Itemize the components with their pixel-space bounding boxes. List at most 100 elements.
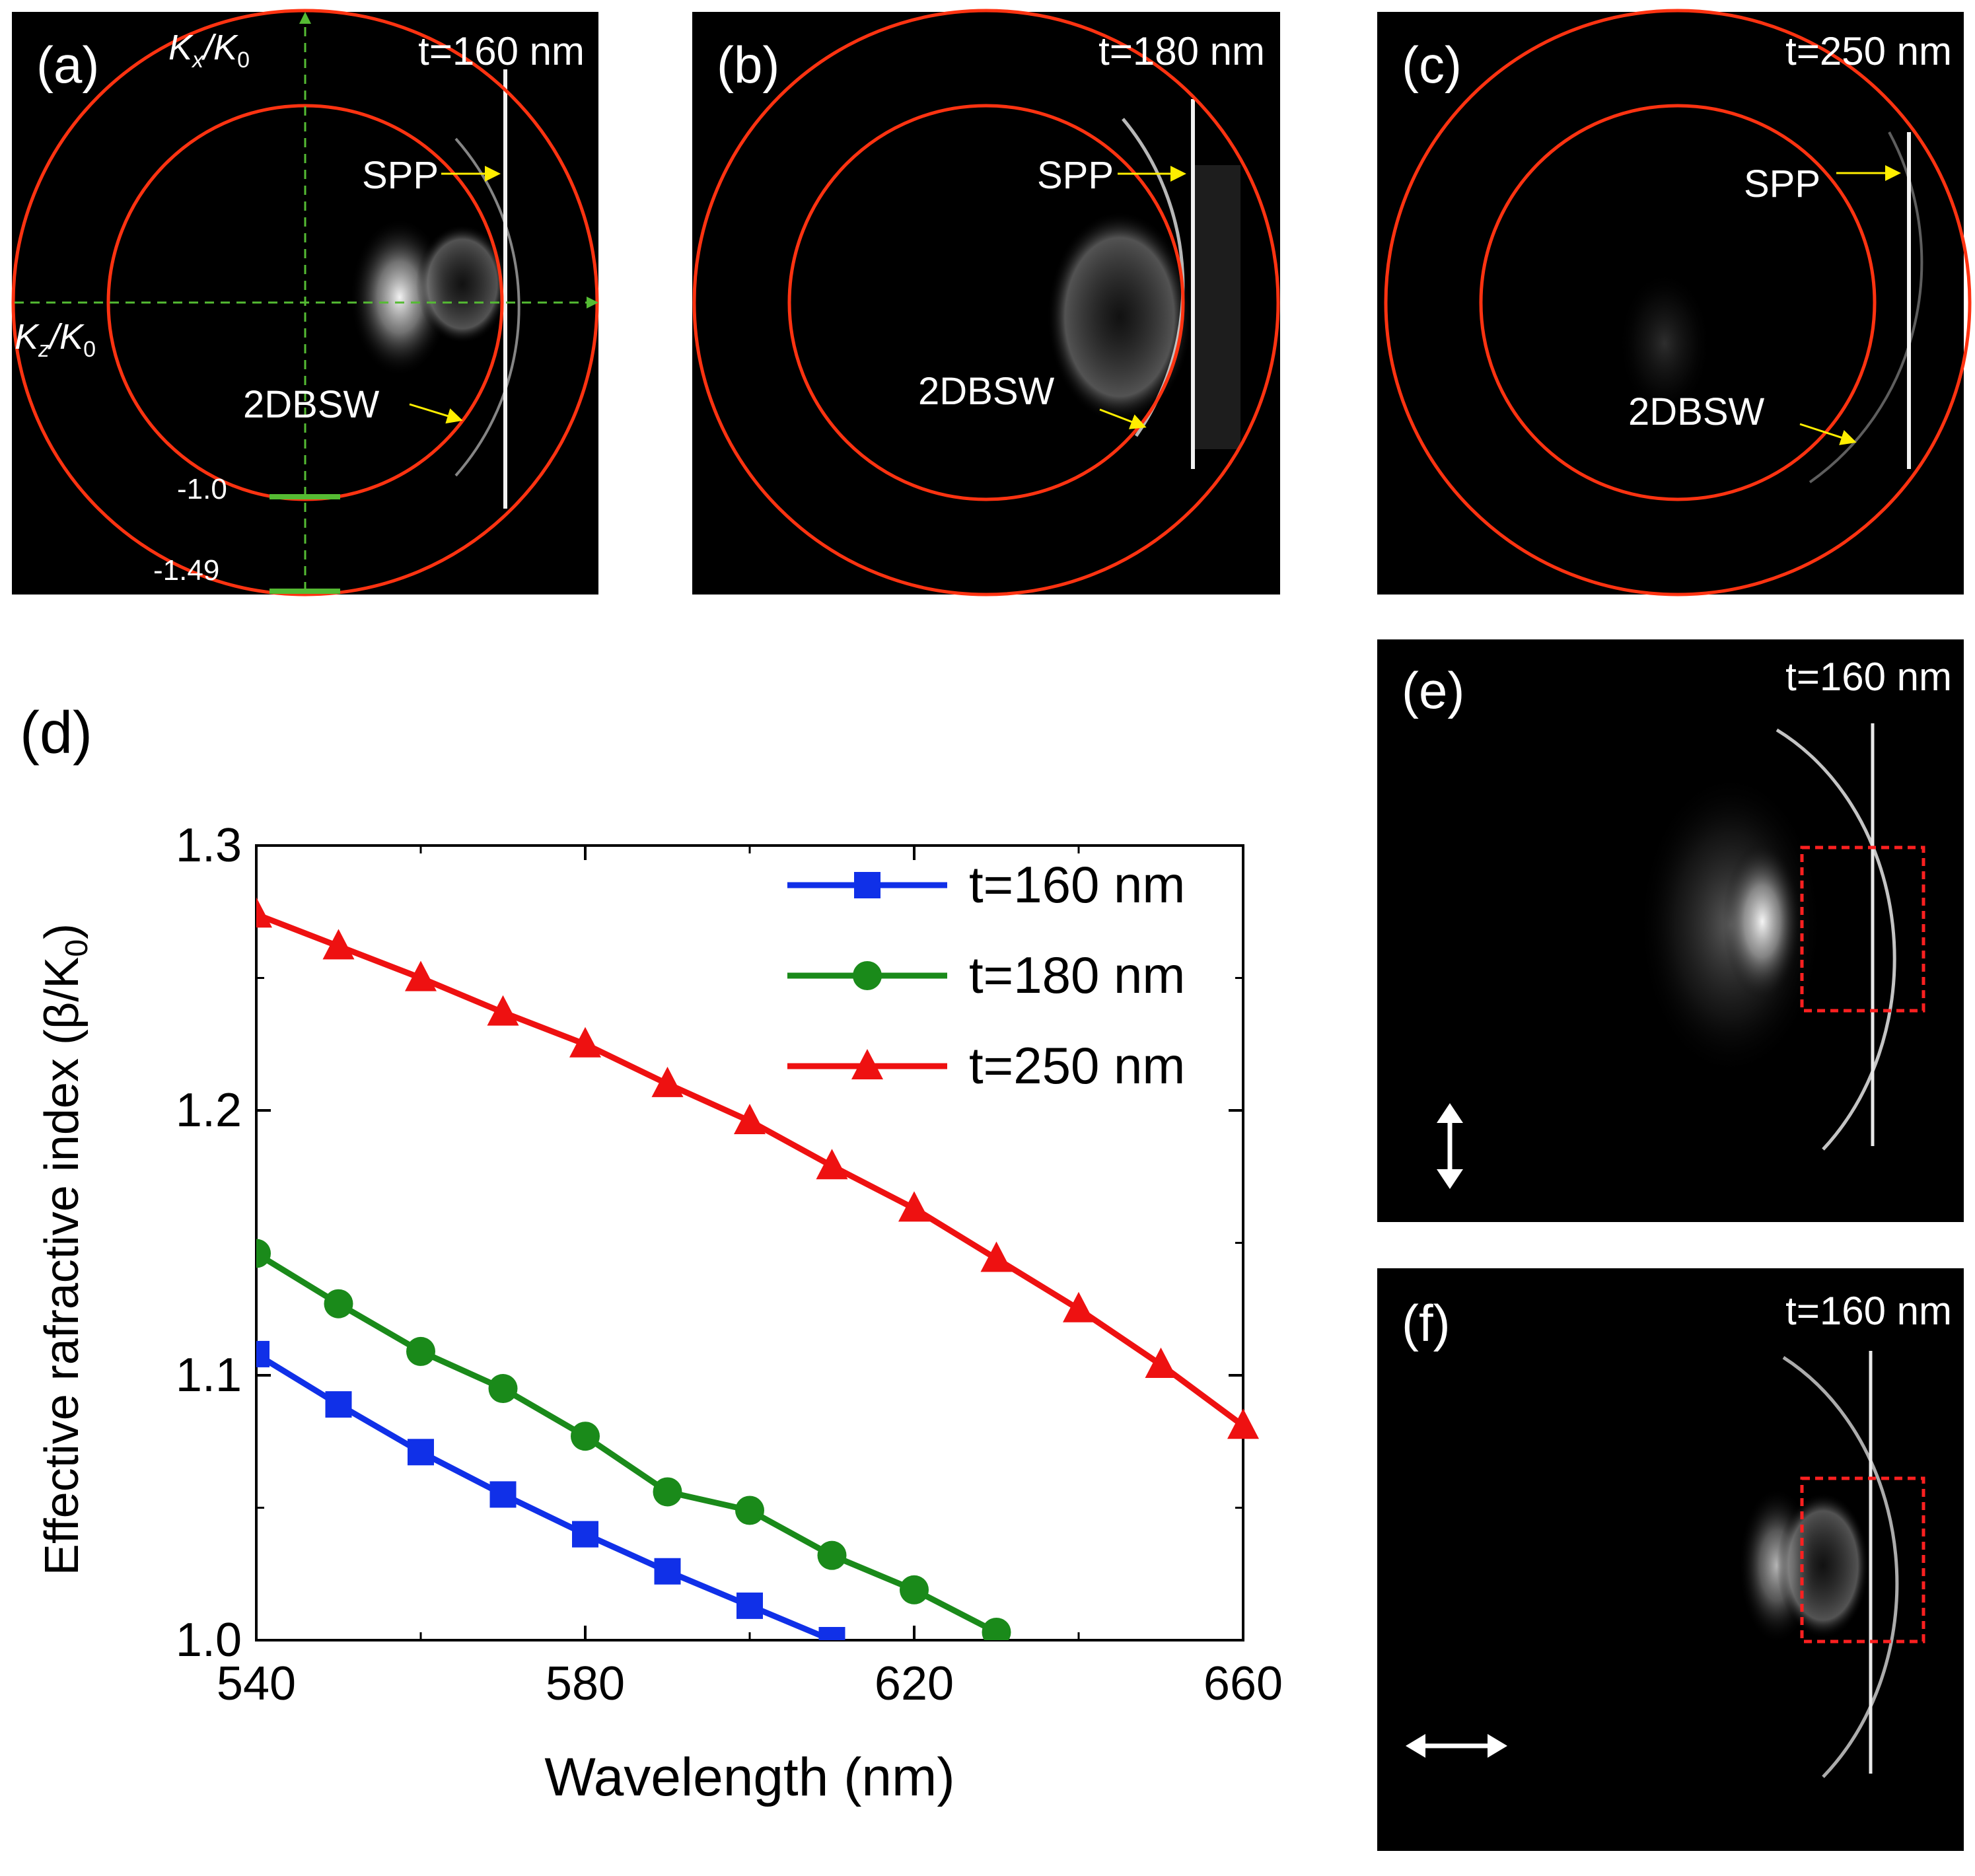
data-point	[1227, 1408, 1259, 1439]
data-point	[817, 1540, 847, 1570]
panel-e: (e) t=160 nm	[1377, 639, 1964, 1222]
data-point	[818, 1627, 845, 1640]
panel-b-2dbsw-arrow	[1099, 408, 1147, 429]
series-triangle	[256, 897, 1259, 1439]
kz-den: K	[59, 317, 85, 357]
panel-e-bright-spot	[1723, 842, 1802, 1001]
data-point	[982, 1617, 1011, 1640]
data-point	[734, 1104, 766, 1135]
data-point	[1145, 1347, 1177, 1378]
data-point	[654, 1558, 681, 1585]
data-point	[1063, 1291, 1095, 1322]
x-tick-label: 540	[217, 1657, 296, 1710]
legend-label: t=160 nm	[969, 855, 1185, 914]
data-point	[405, 960, 437, 992]
data-point	[487, 995, 519, 1026]
data-point	[572, 1521, 598, 1548]
series-circle	[256, 1239, 1011, 1640]
panel-a-spp-label: SPP	[362, 154, 439, 197]
data-point	[256, 897, 272, 928]
data-point	[569, 1027, 601, 1058]
panel-b-scatter	[1194, 165, 1240, 449]
data-point	[408, 1439, 434, 1466]
kx-den-sub: 0	[237, 48, 250, 73]
data-point	[325, 1391, 352, 1418]
data-point	[816, 1149, 848, 1180]
panel-e-thickness: t=160 nm	[1785, 655, 1952, 699]
kz-sub: z	[38, 337, 50, 362]
y-tick-label: 1.3	[176, 819, 242, 872]
panel-f-label: (f)	[1402, 1294, 1451, 1352]
panel-a-kx-label: Kx/K0	[168, 28, 250, 73]
x-tick-label: 580	[546, 1657, 625, 1710]
panel-d: (d) 540 580 620 660 1.0 1.1 1.2 1.3 Wavelength (…	[20, 700, 1283, 1807]
panel-b-halo	[1047, 211, 1192, 423]
y-axis-label: Effective rafractive index (β/K0)	[36, 923, 94, 1575]
series-square	[256, 1340, 845, 1640]
panel-a-outer-mark: -1.49	[153, 554, 219, 587]
chart: 540 580 620 660 1.0 1.1 1.2 1.3 Wavelength (nm) E…	[36, 819, 1283, 1807]
panel-f-background	[1377, 1268, 1964, 1851]
data-point	[898, 1191, 930, 1222]
data-point	[488, 1374, 518, 1404]
data-point	[324, 1289, 353, 1318]
panel-c-faint-spot	[1618, 271, 1711, 416]
panel-b-label: (b)	[717, 36, 779, 94]
y-axis-label-sub: 0	[59, 939, 94, 957]
kx-sub: x	[191, 48, 204, 73]
panel-c-thickness: t=250 nm	[1785, 29, 1952, 73]
data-point	[571, 1422, 600, 1451]
panel-b-outer-ring	[692, 9, 1280, 596]
kz-den-sub: 0	[83, 337, 96, 362]
panel-c-inner-ring	[1479, 104, 1877, 501]
y-tick-label: 1.0	[176, 1614, 242, 1667]
legend-label: t=180 nm	[969, 946, 1185, 1004]
panel-b-spp-label: SPP	[1037, 154, 1114, 197]
data-point	[489, 1481, 517, 1508]
panel-c-outer-ring	[1384, 9, 1972, 596]
kz-name: K	[15, 317, 40, 357]
panel-f-zoom-box	[1800, 1476, 1925, 1643]
data-point	[322, 929, 355, 960]
legend-marker	[854, 872, 880, 898]
y-tick-label: 1.1	[176, 1349, 242, 1402]
horizontal-polarization-icon	[1406, 1734, 1507, 1758]
y-axis-label-main: Effective rafractive index (β/K	[36, 957, 89, 1575]
legend-marker	[853, 961, 882, 990]
legend-label: t=250 nm	[969, 1036, 1185, 1095]
x-axis-label: Wavelength (nm)	[544, 1747, 954, 1807]
data-point	[736, 1592, 763, 1619]
panel-f-thickness: t=160 nm	[1785, 1289, 1952, 1333]
panel-a-2dbsw-arc	[454, 137, 521, 477]
panel-f-halo	[1777, 1493, 1869, 1638]
panel-c: (c) t=250 nm SPP 2DBSW	[1377, 9, 1972, 596]
x-tick-label: 620	[875, 1657, 954, 1710]
panel-b: (b) t=180 nm SPP 2DBSW	[692, 9, 1280, 596]
panel-a-inner-mark: -1.0	[177, 473, 227, 505]
data-point	[980, 1241, 1013, 1272]
data-point	[256, 1239, 271, 1268]
data-point	[651, 1066, 684, 1097]
panel-a-kz-label: Kz/K0	[15, 317, 96, 362]
panel-a: (a) t=160 nm Kx/K0 Kz/K0 SPP 2DBSW -1.0 …	[11, 9, 599, 596]
series-line	[256, 1352, 834, 1640]
panel-f: (f) t=160 nm	[1377, 1268, 1964, 1851]
legend-marker	[851, 1049, 883, 1079]
panel-b-thickness: t=180 nm	[1098, 29, 1265, 73]
data-point	[900, 1575, 929, 1605]
panel-e-label: (e)	[1402, 661, 1464, 719]
series-line	[256, 1250, 998, 1635]
panel-a-thickness: t=160 nm	[418, 29, 585, 73]
panel-b-inner-ring	[787, 104, 1185, 501]
y-tick-label: 1.2	[176, 1084, 242, 1137]
panel-f-arc	[1782, 1355, 1899, 1778]
data-point	[735, 1496, 764, 1525]
data-point	[256, 1340, 269, 1367]
panel-c-label: (c)	[1402, 36, 1462, 94]
panel-a-halo	[416, 225, 509, 343]
panel-c-2dbsw-label: 2DBSW	[1628, 390, 1765, 433]
panel-d-label: (d)	[20, 700, 92, 766]
kx-den: K	[213, 28, 238, 67]
panel-b-2dbsw-label: 2DBSW	[918, 370, 1055, 413]
